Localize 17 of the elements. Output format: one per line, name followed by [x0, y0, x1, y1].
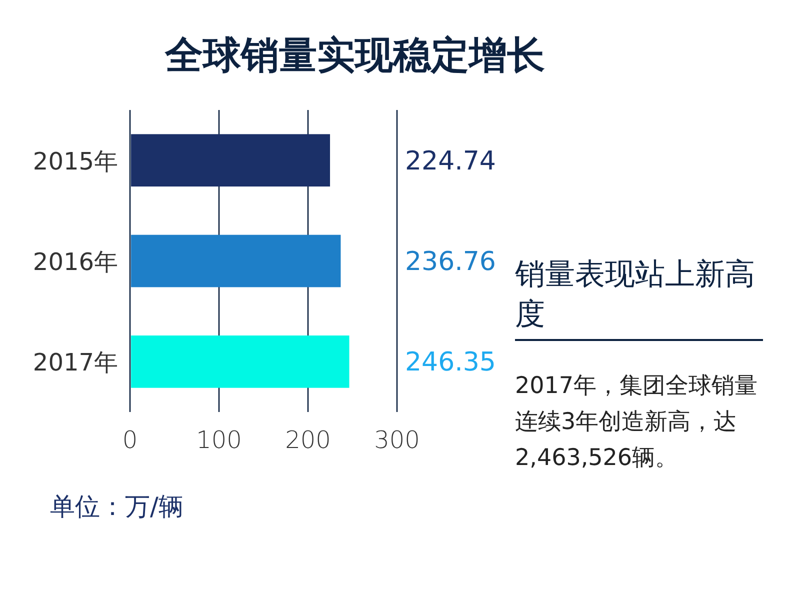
data-label: 224.74 [405, 146, 496, 176]
text: 销量表现站上新高度 [515, 255, 763, 341]
x-tick-label: 100 [196, 426, 242, 454]
data-label: 236.76 [405, 247, 496, 277]
x-tick-label: 200 [285, 426, 331, 454]
y-tick-label: 2016年 [32, 248, 118, 276]
bar [131, 134, 330, 187]
bar [131, 335, 350, 388]
y-tick-label: 2017年 [32, 348, 118, 377]
text: 单位：万/辆 [50, 491, 184, 523]
text: 2017年，集团全球销量连续3年创造新高，达2,463,526辆。 [515, 372, 759, 473]
bar [131, 234, 341, 288]
x-tick-label: 300 [374, 426, 420, 454]
chart-title: 全球销量实现稳定增长 [164, 32, 546, 79]
data-label: 246.35 [405, 348, 496, 378]
x-tick-label: 0 [122, 426, 138, 454]
y-tick-label: 2015年 [32, 147, 118, 176]
